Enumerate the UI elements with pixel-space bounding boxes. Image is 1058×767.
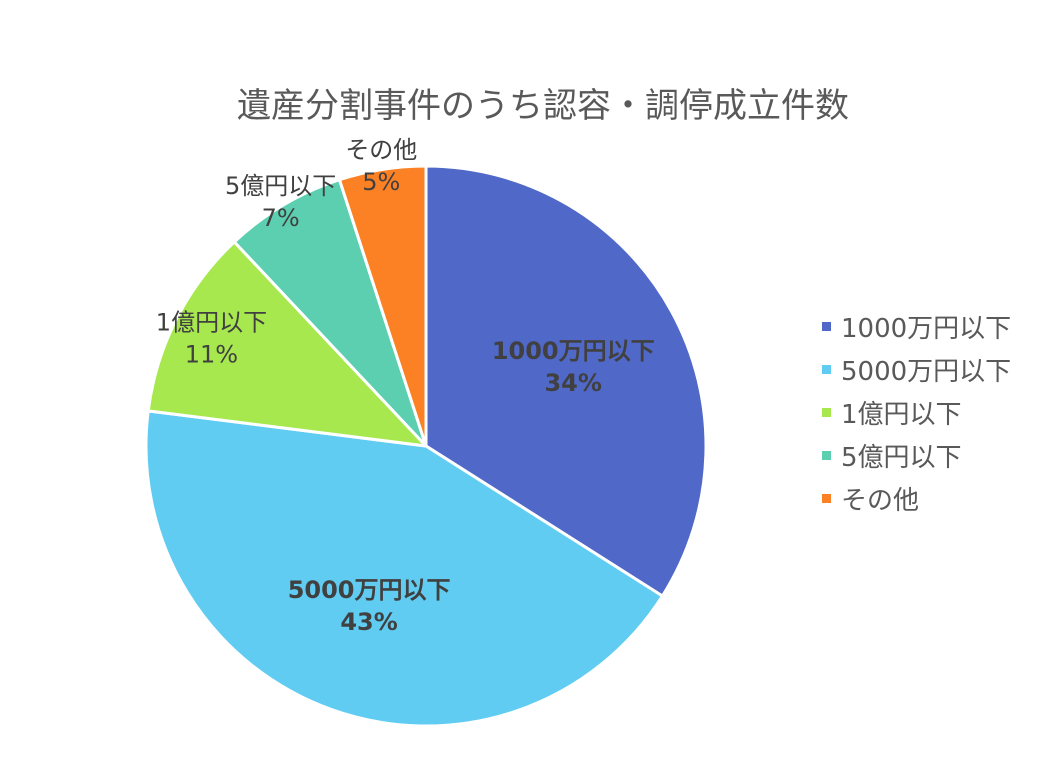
data-label-category-3: 5億円以下 [225, 172, 336, 200]
legend-label-2: 1億円以下 [841, 400, 962, 430]
pie-slice-4 [337, 164, 428, 447]
data-label-category-4: その他 [345, 136, 417, 164]
pie-slice-1 [144, 409, 665, 728]
legend-item-4: その他 [822, 477, 1011, 520]
data-label-percent-1: 43% [340, 608, 397, 636]
data-label-category-0: 1000万円以下 [492, 337, 655, 365]
legend-item-3: 5億円以下 [822, 434, 1011, 477]
pie-slice-0 [424, 164, 708, 599]
data-label-0: 1000万円以下 34% [492, 337, 655, 397]
pie-slice-3 [232, 177, 428, 448]
legend-swatch-1 [822, 365, 831, 374]
legend-swatch-4 [822, 494, 831, 503]
data-label-percent-4: 5% [362, 168, 400, 196]
legend-item-2: 1億円以下 [822, 391, 1011, 434]
legend-swatch-2 [822, 408, 831, 417]
data-label-category-1: 5000万円以下 [288, 576, 451, 604]
data-label-percent-2: 11% [185, 341, 238, 369]
data-label-3: 5億円以下 7% [225, 172, 336, 232]
legend-label-1: 5000万円以下 [841, 357, 1012, 387]
legend-swatch-3 [822, 451, 831, 460]
data-label-2: 1億円以下 11% [156, 309, 267, 369]
legend-swatch-0 [822, 322, 831, 331]
legend-label-4: その他 [841, 486, 920, 516]
data-label-percent-3: 7% [262, 204, 300, 232]
chart-title: 遺産分割事件のうち認容・調停成立件数 [237, 86, 849, 126]
data-label-percent-0: 34% [544, 369, 601, 397]
pie-slice-2 [146, 239, 430, 449]
legend-label-3: 5億円以下 [841, 443, 962, 473]
legend-item-0: 1000万円以下 [822, 305, 1011, 348]
legend-item-1: 5000万円以下 [822, 348, 1011, 391]
legend-label-0: 1000万円以下 [841, 314, 1012, 344]
data-label-4: その他 5% [345, 136, 417, 196]
legend: 1000万円以下 5000万円以下 1億円以下 5億円以下その他 [822, 305, 1011, 520]
data-label-1: 5000万円以下 43% [288, 576, 451, 636]
data-label-category-2: 1億円以下 [156, 309, 267, 337]
